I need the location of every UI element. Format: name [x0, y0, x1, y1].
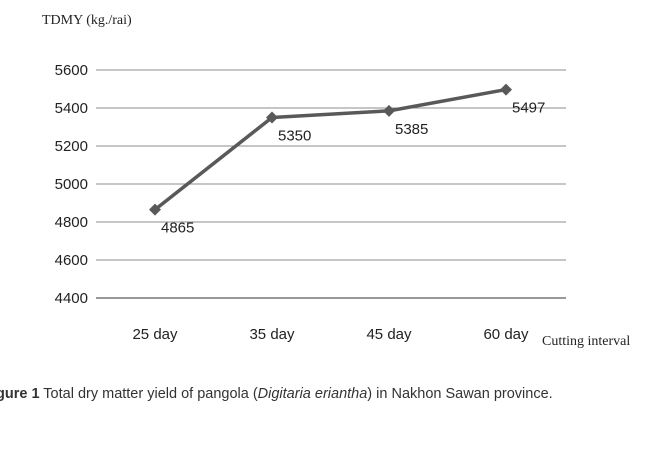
line-chart: TDMY (kg./rai) 4400 4600 4800 5000 5200 5400 5… [42, 13, 630, 349]
data-point-marker [383, 104, 395, 117]
caption-text-start: Total dry matter yield of pangola ( [39, 386, 258, 402]
data-label: 5497 [512, 100, 545, 117]
data-point-marker [500, 83, 512, 96]
data-label: 5385 [395, 121, 428, 138]
x-tick-label: 25 day [132, 326, 178, 343]
y-tick-label: 4800 [55, 214, 88, 231]
x-axis-label: Cutting interval [542, 334, 630, 349]
data-label: 5350 [278, 128, 311, 145]
data-labels: 4865 5350 5385 5497 [161, 100, 545, 237]
x-tick-labels: 25 day 35 day 45 day 60 day [132, 326, 529, 343]
data-point-marker [149, 203, 161, 216]
x-tick-label: 60 day [483, 326, 529, 343]
x-tick-label: 35 day [249, 326, 295, 343]
y-tick-label: 4400 [55, 290, 88, 307]
y-tick-label: 5000 [55, 176, 88, 193]
y-tick-label: 5600 [55, 62, 88, 79]
y-tick-label: 4600 [55, 252, 88, 269]
data-label: 4865 [161, 220, 194, 237]
series-path [153, 87, 507, 212]
y-tick-label: 5400 [55, 100, 88, 117]
caption-text-end: ) in Nakhon Sawan province. [367, 386, 553, 402]
x-tick-label: 45 day [366, 326, 412, 343]
y-tick-labels: 4400 4600 4800 5000 5200 5400 5600 [55, 62, 88, 307]
series-line [149, 83, 512, 216]
data-point-marker [266, 111, 278, 124]
y-axis-label: TDMY (kg./rai) [42, 13, 132, 28]
gridlines [96, 69, 566, 299]
caption-species: Digitaria eriantha [257, 386, 368, 402]
y-tick-label: 5200 [55, 138, 88, 155]
figure-number: gure 1 [0, 386, 40, 402]
figure-caption: gure 1 Total dry matter yield of pangola… [0, 386, 650, 402]
